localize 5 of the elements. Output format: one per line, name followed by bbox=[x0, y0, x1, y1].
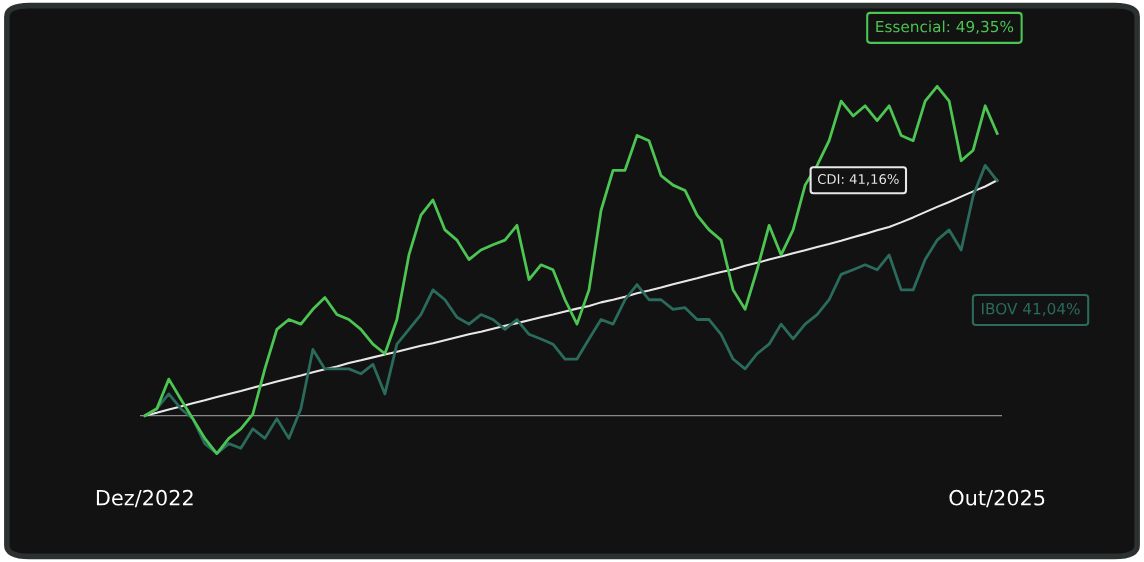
x-tick-label: Out/2025 bbox=[949, 489, 1045, 508]
text: Essencial: 49,35% bbox=[876, 20, 1014, 34]
annotation: CDI: 41,16% bbox=[817, 174, 899, 186]
x-tick-label: Dez/2022 bbox=[96, 489, 193, 508]
annotation: IBOV 41,04% bbox=[982, 302, 1080, 317]
